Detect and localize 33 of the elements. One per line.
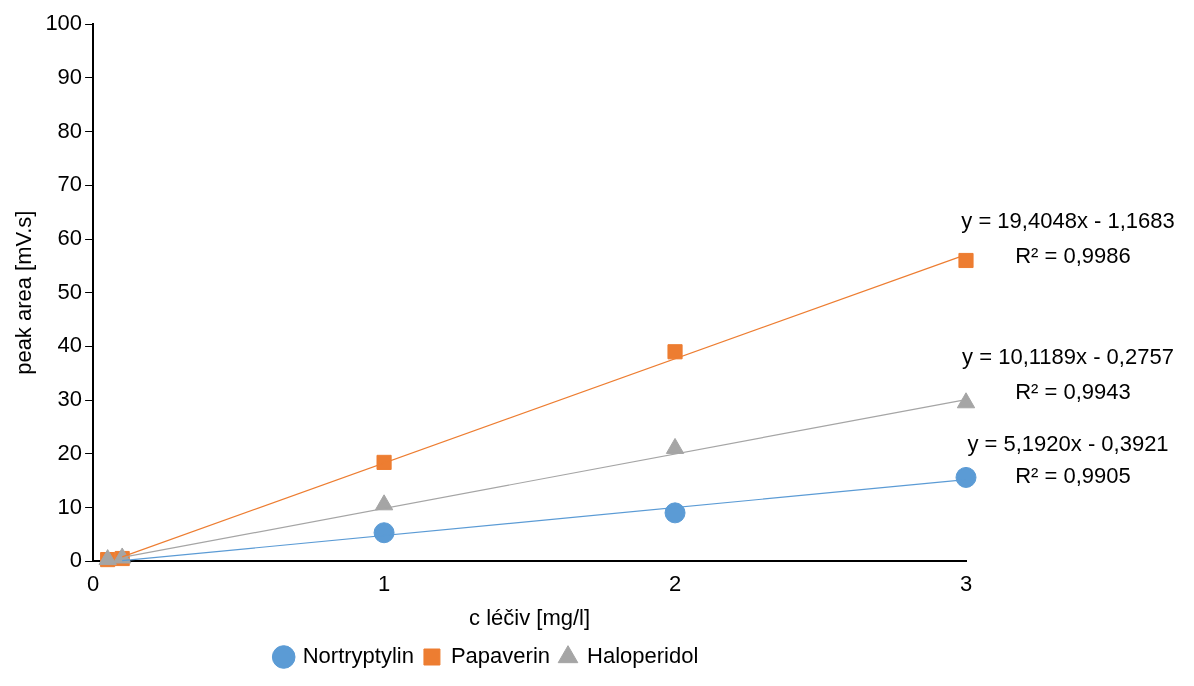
x-tick-label: 2 [668, 571, 682, 597]
point [958, 252, 974, 269]
x-axis-title: c léčiv [mg/l] [469, 604, 591, 630]
y-tick-label: 20 [57, 439, 83, 465]
legend-label: Haloperidol [587, 643, 699, 669]
text: y = 5,1920x - 0,3921 [967, 431, 1169, 457]
annotation: y = 10,1189x - 0,2757 [962, 344, 1174, 370]
y-tick-label: 100 [45, 10, 83, 36]
text: R² = 0,9905 [1015, 463, 1131, 489]
point [373, 522, 395, 544]
point [956, 392, 976, 409]
y-tick-label: 60 [57, 225, 83, 251]
y-tick-label: 50 [57, 278, 83, 304]
y-tick-label: 70 [57, 171, 83, 197]
y-tick-label: 30 [57, 386, 83, 412]
x-tick-label: 1 [377, 571, 391, 597]
y-tick-label: 0 [69, 547, 83, 573]
y-tick-label: 90 [57, 63, 83, 89]
x-tick-label: 3 [959, 571, 973, 597]
y-tick-label: 80 [57, 117, 83, 143]
point [667, 344, 683, 360]
x-tick-label: 0 [86, 571, 100, 597]
point [955, 466, 977, 488]
y-axis-title: peak area [mV.s] [11, 210, 37, 375]
y-tick-label: 40 [57, 332, 83, 358]
y-tick-label: 10 [57, 493, 83, 519]
legend-label: Papaverin [450, 643, 551, 669]
text: R² = 0,9943 [1015, 379, 1131, 405]
legend-label: Nortryptylin [302, 643, 414, 669]
annotation: y = 19,4048x - 1,1683 [961, 208, 1175, 234]
point [664, 502, 686, 524]
text: R² = 0,9986 [1015, 243, 1131, 269]
point [376, 454, 392, 470]
